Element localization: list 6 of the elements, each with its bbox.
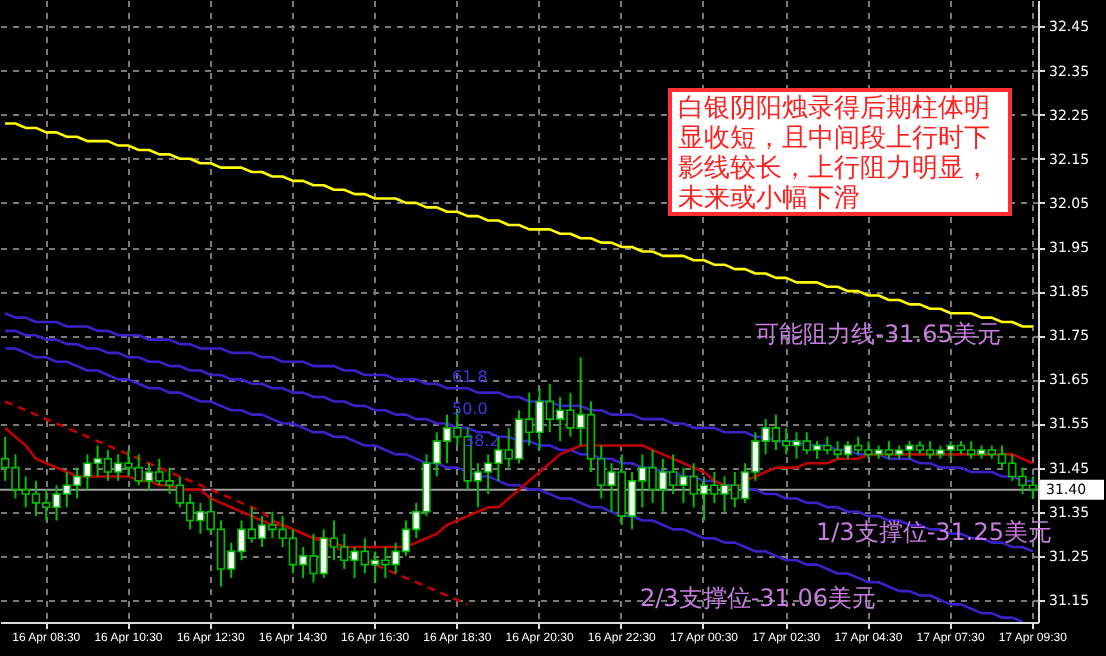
annotation: 2/3支撑位-31.06美元 — [640, 584, 876, 612]
annotation: 50.0 — [452, 400, 488, 418]
line-series — [3, 311, 1035, 483]
line-series — [3, 347, 1024, 622]
annotation: 可能阻力线-31.65美元 — [755, 320, 1001, 348]
annotation: 61.8 — [452, 368, 488, 386]
